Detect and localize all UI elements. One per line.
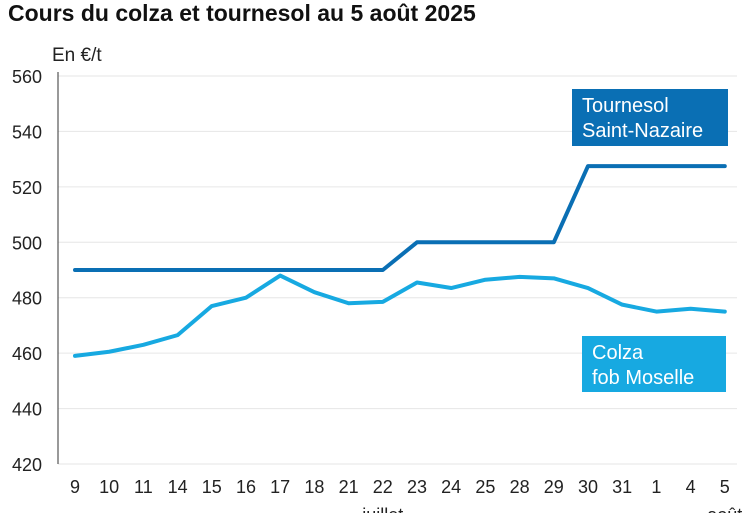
legend-label: Colza bbox=[592, 342, 644, 364]
x-tick-label: 11 bbox=[134, 477, 153, 497]
x-tick-label: 25 bbox=[475, 477, 495, 497]
y-tick-label: 520 bbox=[12, 178, 42, 198]
series-line-colza bbox=[73, 273, 727, 358]
x-tick-label: 9 bbox=[70, 477, 80, 497]
legend-swatch bbox=[582, 336, 726, 392]
x-tick-label: 30 bbox=[578, 477, 598, 497]
y-tick-labels: 420 440 460 480 500 520 540 560 bbox=[12, 67, 42, 475]
y-tick-label: 420 bbox=[12, 455, 42, 475]
x-tick-label: 15 bbox=[202, 477, 222, 497]
x-tick-label: 29 bbox=[544, 477, 564, 497]
x-tick-label: 28 bbox=[510, 477, 530, 497]
legend-swatch bbox=[572, 89, 728, 146]
chart-title: Cours du colza et tournesol au 5 août 20… bbox=[8, 0, 476, 26]
y-tick-label: 480 bbox=[12, 289, 42, 309]
x-tick-label: 24 bbox=[441, 477, 461, 497]
x-tick-label: 16 bbox=[236, 477, 256, 497]
y-tick-label: 460 bbox=[12, 344, 42, 364]
y-tick-label: 440 bbox=[12, 400, 42, 420]
x-tick-label: 4 bbox=[686, 477, 696, 497]
series-line-tournesol bbox=[73, 164, 727, 272]
legend-box-tournesol: Tournesol Saint-Nazaire bbox=[572, 89, 728, 146]
legend: Tournesol Saint-Nazaire Colza fob Moselle bbox=[572, 89, 728, 392]
x-month-label: août bbox=[707, 505, 742, 513]
y-tick-label: 500 bbox=[12, 233, 42, 253]
x-tick-label: 23 bbox=[407, 477, 427, 497]
x-tick-label: 10 bbox=[99, 477, 119, 497]
y-tick-label: 560 bbox=[12, 67, 42, 87]
gridlines bbox=[57, 72, 737, 465]
x-tick-label: 1 bbox=[651, 477, 661, 497]
x-tick-label: 22 bbox=[373, 477, 393, 497]
y-axis-unit-label: En €/t bbox=[52, 45, 102, 66]
x-tick-label: 18 bbox=[304, 477, 324, 497]
x-tick-labels: 910111415161718212223242528293031145juil… bbox=[70, 477, 742, 513]
legend-box-colza: Colza fob Moselle bbox=[582, 336, 726, 392]
x-tick-label: 21 bbox=[339, 477, 359, 497]
legend-label: fob Moselle bbox=[592, 367, 694, 389]
x-tick-label: 17 bbox=[270, 477, 290, 497]
legend-label: Saint-Nazaire bbox=[582, 120, 703, 142]
series-lines bbox=[73, 164, 727, 358]
x-tick-label: 31 bbox=[612, 477, 632, 497]
y-tick-label: 540 bbox=[12, 122, 42, 142]
x-tick-label: 14 bbox=[168, 477, 188, 497]
x-tick-label: 5 bbox=[720, 477, 730, 497]
x-month-label: juillet bbox=[361, 505, 403, 513]
legend-label: Tournesol bbox=[582, 95, 669, 117]
